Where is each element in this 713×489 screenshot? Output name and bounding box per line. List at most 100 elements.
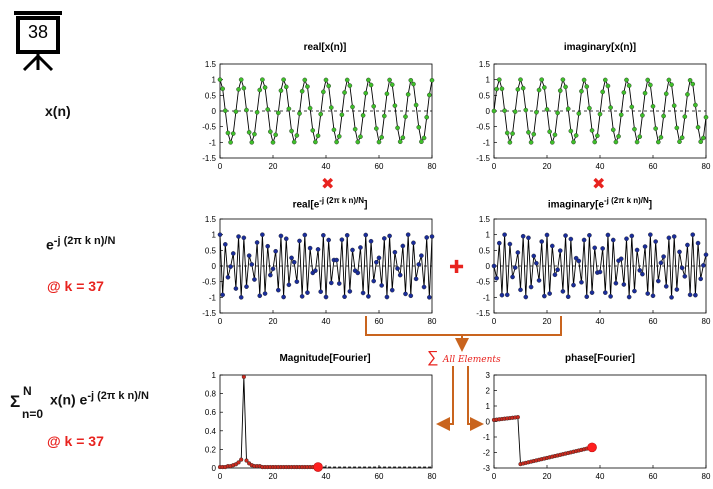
real_kernel-ytick-label: -1.5 [202, 309, 216, 318]
magnitude-ytick-label: 0.6 [205, 408, 217, 417]
imag_kernel-data-point [658, 260, 664, 266]
imag_kernel-data-point [650, 293, 656, 299]
imag_kernel-data-point [632, 288, 637, 294]
kernel-base: e [46, 236, 54, 253]
title-imag-kernel-base: imaginary[e [547, 199, 604, 211]
to-magnitude-arrow [436, 366, 454, 431]
real_kernel-ytick-label: -1 [209, 293, 217, 302]
imag_kernel-data-point [589, 290, 595, 295]
imag_kernel-data-point [603, 290, 608, 295]
multiply-operator-left: ✖ [321, 176, 335, 193]
imag_kernel-data-point [690, 232, 696, 237]
title-real-x: real[x(n)] [303, 42, 347, 53]
magnitude-data-point [244, 458, 249, 463]
phase-current-k-point [587, 442, 597, 453]
signal-label: x(n) [45, 103, 71, 119]
imag_kernel-xtick-label: 80 [702, 317, 711, 326]
imag_x-data-point [645, 77, 651, 83]
imag_x-data-point [531, 131, 537, 137]
real_x-data-point [405, 92, 411, 97]
imag_x-data-point [504, 130, 510, 136]
imag_x-data-point [663, 91, 669, 97]
real_kernel-data-point [307, 245, 313, 251]
imag_kernel-data-point [693, 292, 698, 298]
phase-xtick-label: 20 [543, 472, 552, 481]
imag_kernel-data-point [626, 294, 632, 300]
imag_kernel-data-point [605, 232, 611, 238]
title-magnitude: Magnitude[Fourier] [279, 353, 371, 364]
real_x-data-point [313, 139, 318, 145]
imag_x-data-point [637, 134, 643, 139]
real_kernel-data-point [260, 232, 265, 237]
imag_kernel-data-point [542, 293, 547, 299]
real_kernel-ytick-label: -0.5 [202, 278, 216, 287]
real_x-data-point [339, 112, 345, 118]
real_kernel-data-point [387, 233, 392, 239]
magnitude-data-point [241, 374, 246, 379]
real_kernel-xtick-label: 40 [322, 317, 331, 326]
imag_x-data-point [568, 128, 574, 134]
title-real-kernel: real[e-j (2π k n)/N] [250, 196, 410, 210]
imag_x-data-point [621, 90, 627, 95]
easel-icon [14, 11, 62, 72]
real_kernel-data-point [246, 253, 252, 258]
real_kernel-data-point [249, 262, 255, 267]
real_kernel-data-point [230, 251, 236, 256]
sum-symbol: ∑ [427, 349, 439, 366]
real_x-data-point [260, 77, 265, 82]
imag_x-data-point [608, 105, 613, 110]
real_x-data-point [363, 90, 369, 96]
real_x-data-point [310, 128, 316, 133]
real_kernel-data-point [233, 286, 239, 291]
real_x-xtick-label: 80 [428, 162, 437, 171]
real_x-data-point [366, 77, 371, 83]
imag_kernel-data-point [515, 250, 521, 255]
imag_x-data-point [560, 77, 566, 82]
imag_kernel-data-point [687, 292, 693, 298]
phase-xtick-label: 40 [596, 472, 605, 481]
imag_x-data-point [640, 113, 645, 118]
real_kernel-data-point [265, 243, 271, 249]
imag_kernel-data-point [698, 276, 704, 282]
imag_kernel-xtick-label: 40 [596, 317, 605, 326]
imag_x-xtick-label: 80 [702, 162, 711, 171]
imag_kernel-data-point [663, 284, 669, 289]
real_kernel-data-point [360, 290, 366, 296]
kernel-k-label: @ k = 37 [47, 278, 104, 294]
sum-body-text: x(n) e [50, 391, 88, 408]
imag_kernel-data-point [666, 235, 672, 241]
real_kernel-data-point [376, 255, 382, 261]
imag_kernel-data-point [494, 275, 499, 281]
real_x-data-point [318, 111, 324, 117]
imag_x-xtick-label: 40 [596, 162, 605, 171]
imag_kernel-data-point [581, 237, 587, 243]
real_x-data-point [334, 139, 339, 145]
imag_kernel-data-point [703, 252, 709, 258]
sum-body: x(n) e-j (2π k n)/N [50, 390, 149, 408]
imag_kernel-data-point [507, 241, 513, 247]
real_x-data-point [252, 131, 257, 137]
imag_x-data-point [576, 111, 582, 116]
imag_x-data-point [632, 126, 637, 132]
imag_kernel-data-point [682, 274, 688, 279]
real_x-data-point [331, 127, 337, 133]
magnitude-data-point [236, 460, 241, 465]
real_kernel-data-point [363, 232, 369, 238]
real_x-data-point [294, 133, 300, 138]
real_x-data-point [305, 84, 310, 89]
real_kernel-data-point [350, 247, 355, 253]
real_x-data-point [321, 89, 326, 95]
imag_x-data-point [528, 140, 534, 145]
imag_kernel-data-point [565, 294, 571, 300]
real_x-data-point [307, 105, 313, 111]
real_kernel-data-point [328, 280, 334, 286]
imag_x-data-point [605, 83, 611, 89]
imag_kernel-data-point [677, 249, 682, 255]
real_kernel-data-point [238, 295, 244, 300]
real_x-data-point [387, 77, 392, 83]
real_kernel-data-point [281, 294, 286, 300]
real_x-data-point [241, 85, 247, 91]
imag_x-data-point [518, 77, 523, 82]
real_kernel-xtick-label: 80 [428, 317, 437, 326]
